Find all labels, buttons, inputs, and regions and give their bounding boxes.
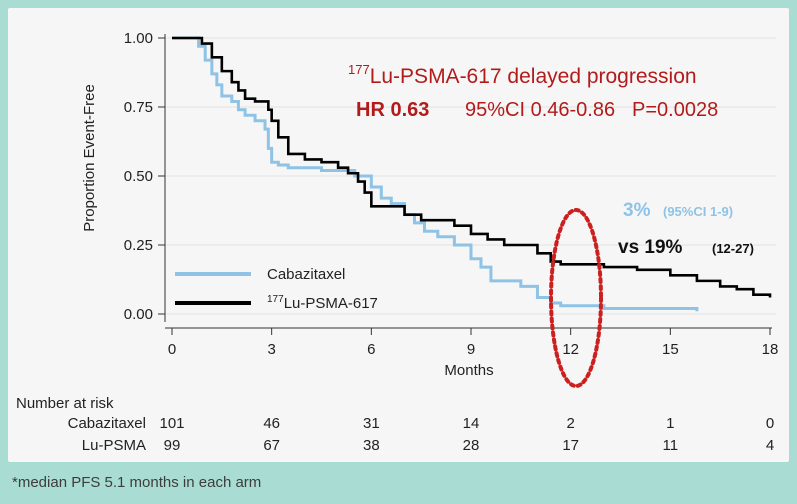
gridlines (158, 37, 776, 315)
legend-superscript: 177 (267, 294, 284, 305)
x-tick-label: 9 (467, 341, 475, 358)
legend: Cabazitaxel 177Lu-PSMA-617 (175, 266, 378, 312)
risk-table: Cabazitaxel 101 46 31 14 2 1 0 Lu-PSMA 99 67 38 28 17… (68, 415, 775, 454)
y-tick-label: 0.75 (124, 99, 153, 116)
risk-cell: 1 (666, 415, 674, 432)
axes (158, 34, 772, 335)
risk-cell: 0 (766, 415, 774, 432)
title-annotation: 177Lu-PSMA-617 delayed progression (348, 62, 697, 88)
x-tick-label: 3 (267, 341, 275, 358)
risk-cell: 31 (363, 415, 380, 432)
title-main: Lu-PSMA-617 delayed progression (370, 65, 697, 88)
cab-ci-label: (95%CI 1-9) (663, 204, 733, 219)
slide-panel: 0.00 0.25 0.50 0.75 1.00 0 3 6 9 12 15 18 Proportio… (8, 8, 789, 462)
y-tick-label: 0.50 (124, 168, 153, 185)
legend-lu-name: Lu-PSMA-617 (284, 295, 378, 312)
risk-cell: 14 (463, 415, 480, 432)
lu-pct-label: vs 19% (618, 237, 683, 258)
tick-labels: 0.00 0.25 0.50 0.75 1.00 0 3 6 9 12 15 18 (124, 30, 779, 358)
x-tick-label: 15 (662, 341, 679, 358)
risk-cell: 4 (766, 437, 774, 454)
risk-cell: 46 (263, 415, 280, 432)
km-curve-cabazitaxel (172, 36, 699, 312)
risk-header: Number at risk (16, 395, 114, 412)
x-tick-label: 18 (762, 341, 779, 358)
risk-cell: 101 (159, 415, 184, 432)
x-axis-label: Months (444, 362, 493, 379)
risk-cell: 28 (463, 437, 480, 454)
risk-cell: 11 (663, 437, 679, 454)
risk-cell: 2 (566, 415, 574, 432)
highlight-ellipse (549, 208, 603, 388)
risk-row-label: Cabazitaxel (68, 415, 146, 432)
x-tick-label: 6 (367, 341, 375, 358)
risk-cell: 99 (164, 437, 181, 454)
y-tick-label: 1.00 (124, 30, 153, 47)
risk-cell: 17 (562, 437, 579, 454)
hr-annotation: HR 0.63 (356, 99, 429, 121)
km-curve-lu-psma (172, 36, 772, 298)
y-tick-label: 0.25 (124, 237, 153, 254)
hr-label: HR 0.63 (356, 99, 429, 121)
legend-label-lu-psma: 177Lu-PSMA-617 (267, 294, 378, 312)
y-tick-label: 0.00 (124, 306, 153, 323)
x-tick-label: 12 (562, 341, 579, 358)
y-axis-label: Proportion Event-Free (81, 84, 98, 232)
p-annotation: P=0.0028 (632, 99, 718, 121)
cab-pct-label: 3% (623, 200, 651, 221)
title-superscript: 177 (348, 62, 370, 77)
footnote: *median PFS 5.1 months in each arm (12, 474, 262, 491)
legend-label-cabazitaxel: Cabazitaxel (267, 266, 345, 283)
x-tick-label: 0 (168, 341, 176, 358)
risk-cell: 67 (263, 437, 280, 454)
risk-row-label: Lu-PSMA (82, 437, 146, 454)
km-chart: 0.000.250.500.751.000 3 6 9 12 15 18 Proportio… (16, 30, 779, 454)
series-lines (172, 36, 772, 312)
lu-ci-label: (12-27) (712, 241, 754, 256)
ci-annotation: 95%CI 0.46-0.86 (465, 99, 615, 121)
risk-cell: 38 (363, 437, 380, 454)
